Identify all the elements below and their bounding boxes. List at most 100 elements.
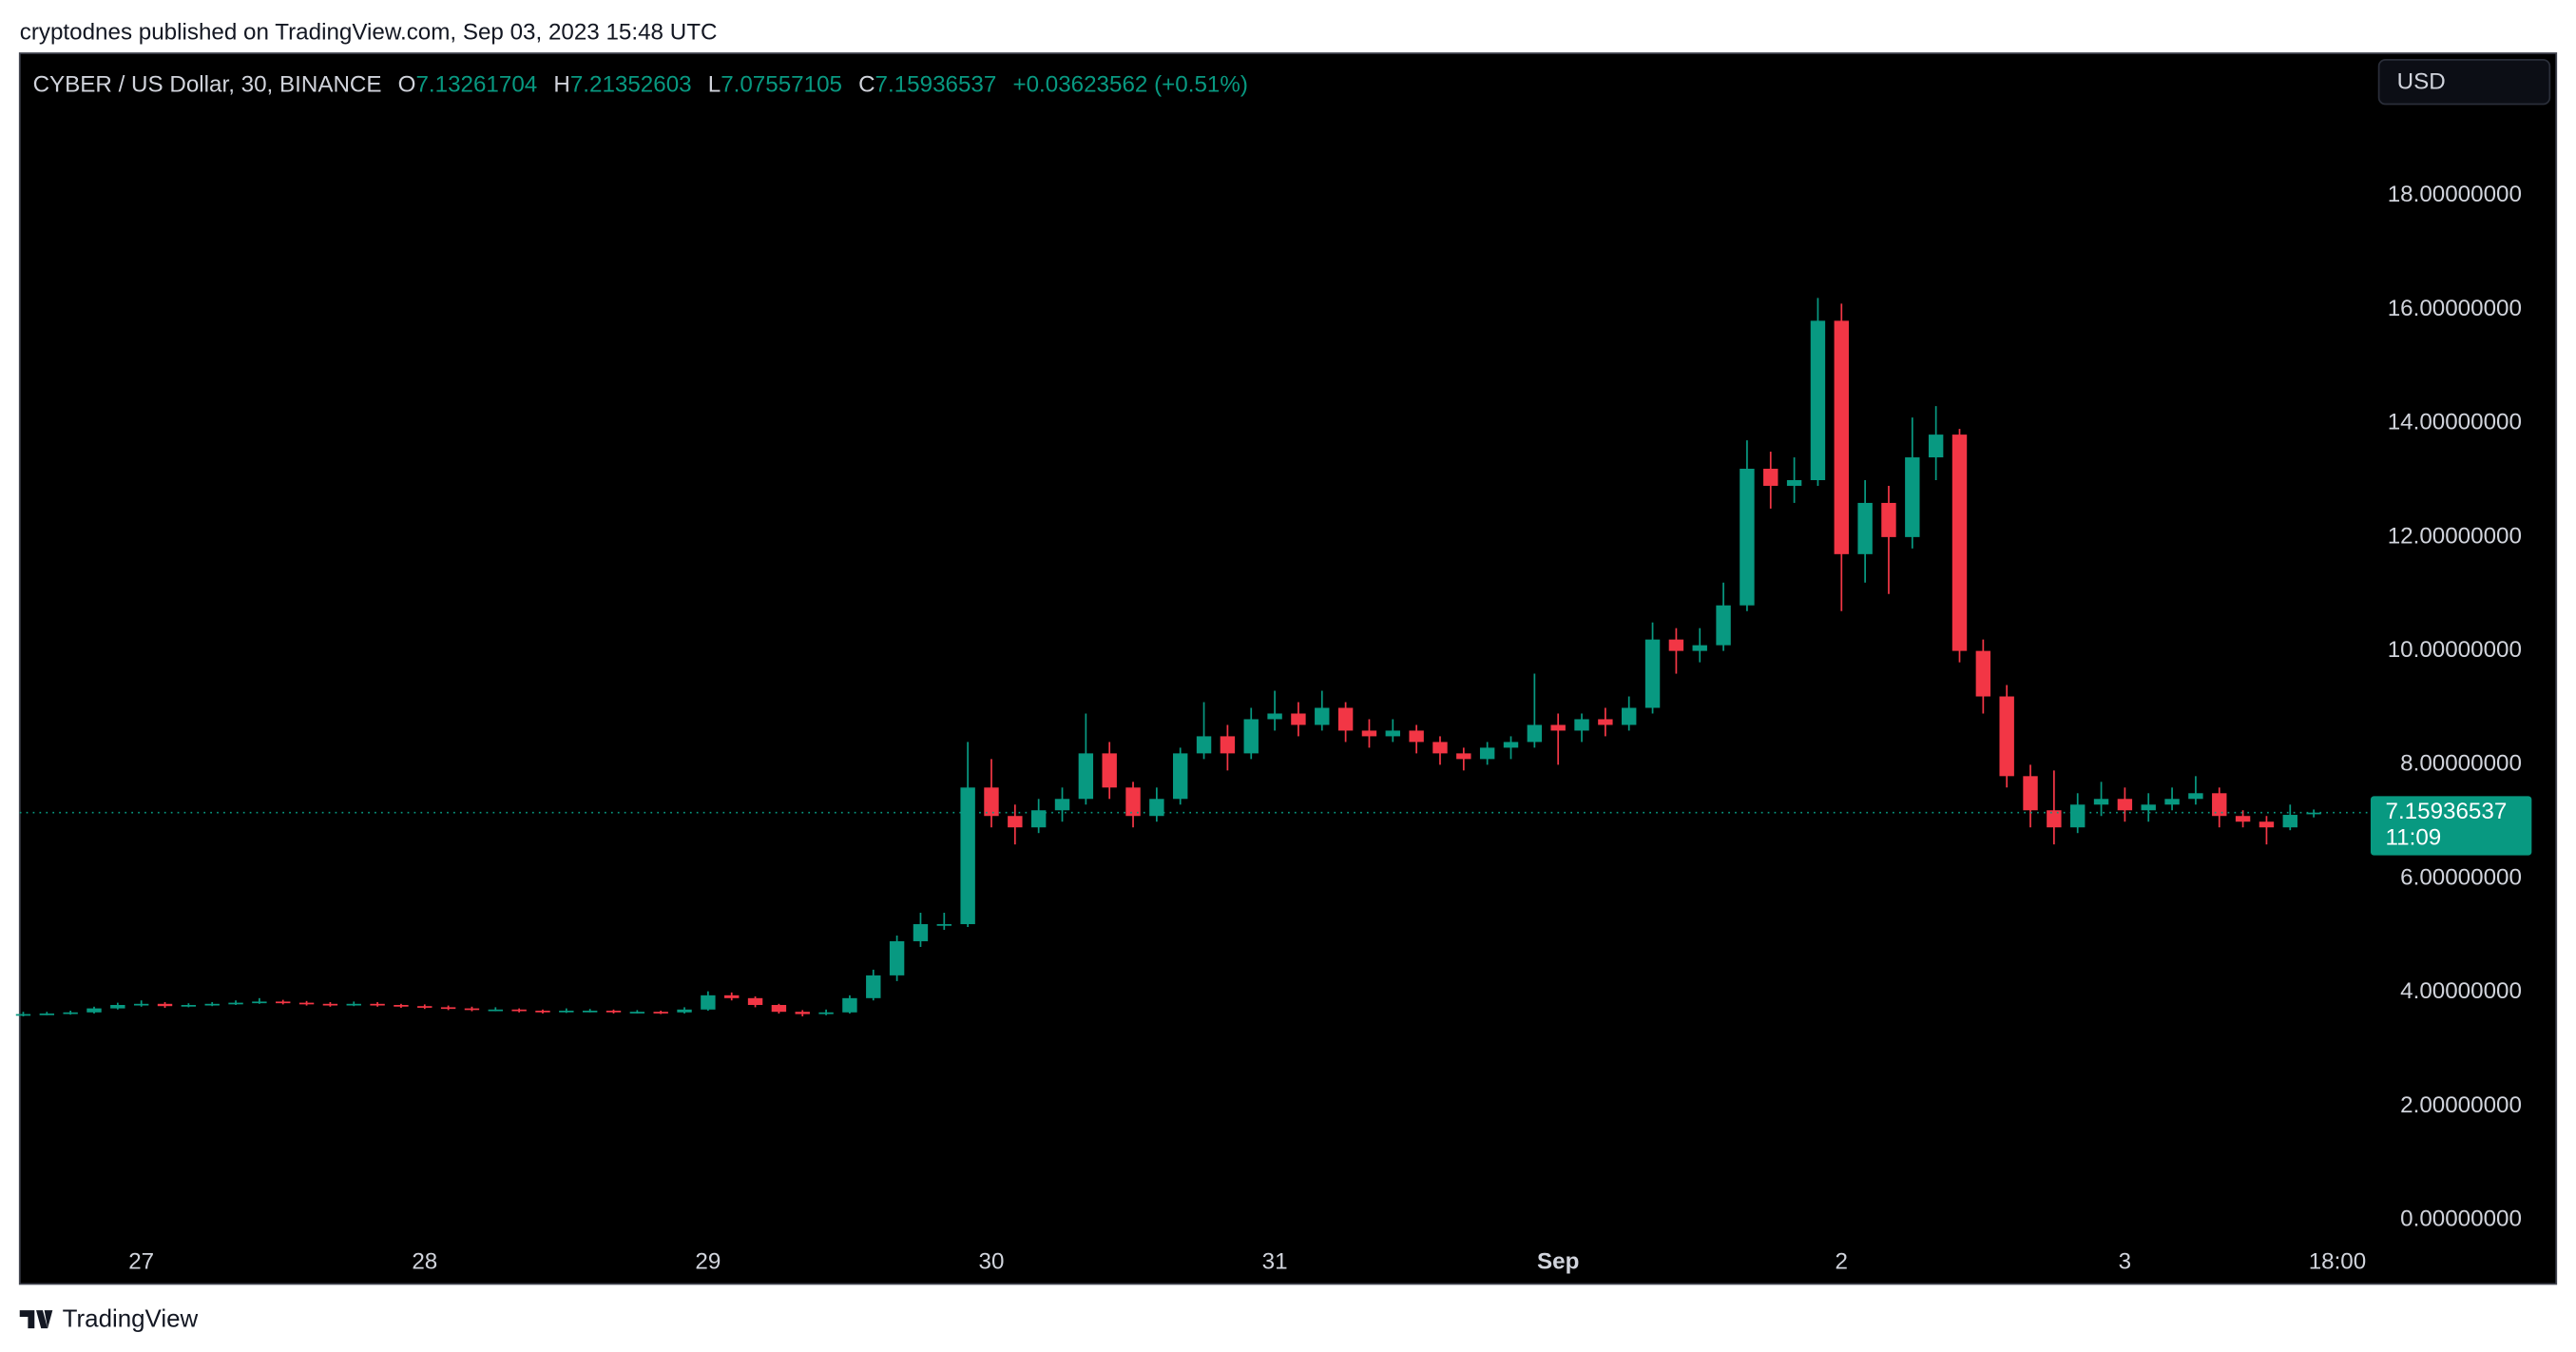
candle-body xyxy=(2141,804,2156,811)
candle-body xyxy=(252,1001,267,1004)
currency-button[interactable] xyxy=(2377,59,2551,106)
change-percent: (+0.51%) xyxy=(1154,72,1248,98)
ohlc-label: L xyxy=(708,72,721,98)
candle-body xyxy=(984,787,999,817)
candle-body xyxy=(1149,799,1164,817)
candle-body xyxy=(1008,816,1023,828)
x-tick-label: 18:00 xyxy=(2309,1248,2367,1274)
candle-body xyxy=(2070,804,2086,828)
plot xyxy=(15,298,2371,1016)
candle-body xyxy=(2235,816,2251,822)
candle-body xyxy=(866,975,881,998)
candle-body xyxy=(677,1009,692,1013)
candle-body xyxy=(1881,502,1896,537)
candle-body xyxy=(1740,469,1755,606)
x-tick-label: 27 xyxy=(128,1248,154,1274)
x-tick-label: 28 xyxy=(412,1248,437,1274)
candle-body xyxy=(2282,815,2297,828)
candle-body xyxy=(1315,707,1330,725)
x-tick-label: 3 xyxy=(2119,1248,2131,1274)
candle-body xyxy=(1432,742,1448,754)
candle-body xyxy=(1857,502,1873,554)
candle-body xyxy=(2212,793,2227,817)
candle-body xyxy=(181,1005,197,1007)
candle-body xyxy=(1030,810,1047,828)
candle-body xyxy=(1337,707,1354,731)
candle-body xyxy=(1125,787,1141,817)
ohlc-label: O xyxy=(398,72,416,98)
candle-body xyxy=(1928,435,1944,458)
candle-body xyxy=(701,995,716,1010)
x-tick-label: 30 xyxy=(979,1248,1005,1274)
candle-body xyxy=(1267,713,1282,720)
candle-body xyxy=(606,1010,622,1013)
x-tick-label: 2 xyxy=(1836,1248,1848,1274)
candle-body xyxy=(1810,320,1826,480)
candle-body xyxy=(1668,639,1684,651)
y-tick-label: 4.00000000 xyxy=(2400,978,2522,1004)
footer-brand: TradingView xyxy=(63,1305,199,1332)
candle-body xyxy=(204,1003,220,1006)
candle-body xyxy=(1975,650,1991,697)
candle-body xyxy=(842,997,857,1013)
candle-body xyxy=(394,1005,409,1007)
candle-body xyxy=(298,1002,315,1005)
candle-body xyxy=(417,1006,433,1008)
x-tick-label: Sep xyxy=(1537,1248,1579,1274)
candle-body xyxy=(276,1001,291,1004)
candle-body xyxy=(464,1008,480,1011)
candle-body xyxy=(1574,719,1589,731)
candle-body xyxy=(1598,719,1613,725)
candle-body xyxy=(2047,810,2062,828)
last-price-badge xyxy=(2370,796,2532,856)
candle-body xyxy=(346,1003,361,1006)
low-value: 7.07557105 xyxy=(721,72,842,98)
currency-label[interactable]: USD xyxy=(2397,68,2446,94)
ohlc-label: H xyxy=(553,72,569,98)
candle-body xyxy=(936,923,952,926)
symbol-title: CYBER / US Dollar, 30, BINANCE xyxy=(33,72,382,98)
publisher-header: cryptodnes published on TradingView.com,… xyxy=(20,20,718,46)
candle-body xyxy=(747,997,763,1006)
candle-body xyxy=(1834,320,1849,554)
candle-body xyxy=(1905,457,1920,537)
open-value: 7.13261704 xyxy=(415,72,537,98)
legend: CYBER / US Dollar, 30, BINANCE O7.132617… xyxy=(33,72,1248,98)
candle-body xyxy=(1243,719,1259,754)
candle-body xyxy=(535,1010,550,1013)
candle-body xyxy=(1173,753,1188,800)
ohlc-label: C xyxy=(858,72,875,98)
y-tick-label: 0.00000000 xyxy=(2400,1207,2522,1232)
y-tick-label: 10.00000000 xyxy=(2388,637,2522,663)
logo-icon xyxy=(19,1310,53,1329)
candle-body xyxy=(1054,799,1070,811)
footer-logo: TradingView xyxy=(19,1305,199,1332)
candle-body xyxy=(960,787,975,924)
y-tick-label: 6.00000000 xyxy=(2400,864,2522,890)
candle-body xyxy=(322,1003,338,1006)
candle-body xyxy=(1220,736,1236,754)
candle-body xyxy=(795,1012,810,1014)
candle-body xyxy=(1763,469,1778,486)
candle-body xyxy=(1692,645,1707,651)
candle-body xyxy=(2164,799,2180,805)
candle-body xyxy=(1503,742,1519,748)
candle-body xyxy=(488,1009,504,1012)
candle-body xyxy=(2023,776,2038,811)
candle-body xyxy=(1951,435,1968,651)
candle-body xyxy=(39,1013,55,1015)
candle-body xyxy=(771,1005,787,1013)
candle-body xyxy=(1622,707,1637,725)
x-tick-label: 29 xyxy=(695,1248,721,1274)
candle-body xyxy=(818,1012,834,1014)
candle-body xyxy=(63,1012,78,1014)
candle-body xyxy=(110,1005,125,1009)
y-tick-label: 18.00000000 xyxy=(2388,182,2522,207)
high-value: 7.21352603 xyxy=(570,72,692,98)
candle-body xyxy=(2093,799,2109,805)
candle-body xyxy=(559,1010,574,1013)
bar-countdown: 11:09 xyxy=(2386,825,2442,851)
candle-body xyxy=(370,1003,385,1006)
